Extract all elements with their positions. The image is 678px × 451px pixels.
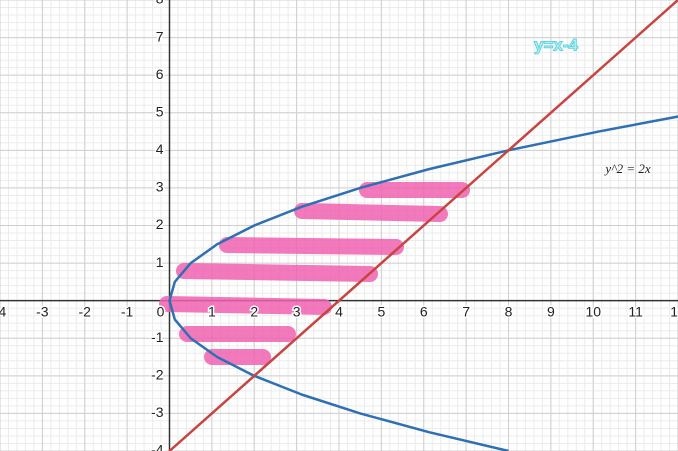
x-tick-label: 8: [505, 303, 513, 319]
y-tick-label: 8: [156, 0, 164, 7]
y-tick-label: 1: [156, 254, 164, 270]
line-label: y=x-4: [534, 35, 578, 54]
x-tick-label: 3: [293, 303, 301, 319]
y-tick-label: 2: [156, 216, 164, 232]
highlighter-strokes: [159, 182, 470, 365]
y-tick-label: 7: [156, 28, 164, 44]
y-tick-label: -2: [151, 367, 164, 383]
y-tick-label: 3: [156, 179, 164, 195]
y-tick-label: 5: [156, 103, 164, 119]
x-tick-label: 7: [462, 303, 470, 319]
x-tick-label: 1: [208, 303, 216, 319]
x-tick-label: 10: [585, 303, 601, 319]
x-tick-label: -1: [121, 303, 134, 319]
y-tick-label: -1: [151, 329, 164, 345]
highlight: [294, 203, 448, 222]
x-tick-label: -4: [0, 303, 6, 319]
curve: [168, 115, 678, 451]
y-tick-label: 4: [156, 141, 164, 157]
x-tick-label: 12: [670, 303, 678, 319]
x-tick-label: 4: [335, 303, 343, 319]
y-tick-label: 6: [156, 66, 164, 82]
x-tick-label: 9: [547, 303, 555, 319]
curve: [168, 0, 678, 451]
x-tick-label: -2: [79, 303, 92, 319]
curves: [168, 0, 678, 451]
y-tick-label: -4: [151, 442, 164, 451]
x-tick-label: 6: [420, 303, 428, 319]
x-tick-label: 11: [628, 303, 643, 319]
parabola-label: y^2 = 2x: [603, 161, 651, 176]
y-tick-label: -3: [151, 404, 164, 420]
highlight: [176, 263, 378, 282]
x-tick-label: -3: [36, 303, 49, 319]
highlight: [159, 296, 332, 315]
highlight: [219, 237, 404, 255]
x-tick-label: 2: [250, 303, 258, 319]
x-tick-label: 5: [377, 303, 385, 319]
x-tick-label: 0: [157, 303, 165, 319]
